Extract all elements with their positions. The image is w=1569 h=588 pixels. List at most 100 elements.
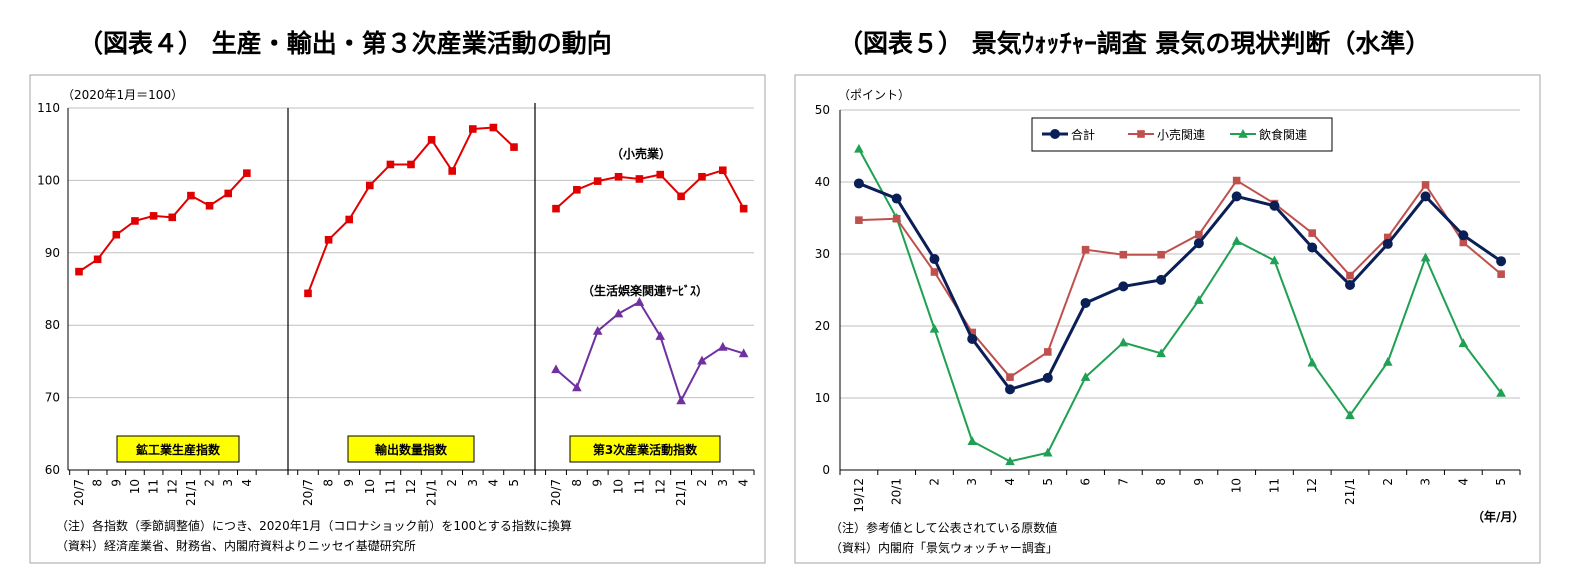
figure-5-y-tick-label: 50 — [815, 103, 830, 117]
figure-5-data-point — [1308, 229, 1317, 237]
figure-4-data-point — [386, 160, 395, 169]
figure-4-data-point — [739, 204, 748, 213]
figure-5-x-tick-label: 5 — [1041, 478, 1055, 486]
figure-5-legend-label: 小売関連 — [1157, 127, 1205, 142]
figure-4-data-point — [676, 395, 686, 405]
figure-5-y-tick-label: 40 — [815, 175, 830, 189]
figure-5-data-point — [1459, 238, 1468, 247]
figure-4-x-ticks: 20/7 8 9 10 11 12 21/1 2 3 4 20/7 8 9 10 11 12 21/1 2 3 4 5 2… — [69, 470, 755, 506]
figure-4-x-tick-label: 4 — [486, 479, 500, 487]
figure-5-x-tick-label: 3 — [965, 478, 979, 486]
figure-5-data-point — [1042, 447, 1053, 457]
figure-5-series — [853, 143, 1507, 466]
figure-4-data-point — [187, 191, 195, 200]
figure-5-data-point — [1080, 372, 1091, 381]
figure-5-data-point — [1006, 373, 1014, 381]
figure-5-data-point — [1307, 242, 1318, 253]
figure-4-x-tick-label: 4 — [240, 479, 254, 487]
figure-5-data-point — [1005, 384, 1015, 395]
figure-4-data-point — [634, 297, 645, 306]
figure-4-x-tick-label: 11 — [147, 479, 161, 494]
figure-4-x-tick-label: 2 — [203, 479, 217, 487]
figure-5-x-unit: （年/月） — [1472, 509, 1524, 524]
figure-5-x-tick-label: 6 — [1079, 478, 1093, 486]
figure-5-legend-marker — [1137, 130, 1145, 138]
figure-4-panel-label-box — [569, 435, 721, 463]
figure-5-frame — [794, 74, 1541, 564]
figure-5-x-tick-label: 2 — [1381, 478, 1395, 486]
figure-5-data-point — [967, 333, 978, 344]
figure-4-panel-3-series-2-line — [555, 300, 744, 404]
figure-4-x-tick-label: 8 — [91, 479, 105, 487]
figure-4-data-point — [427, 136, 436, 144]
figure-4-x-tick-label: 11 — [632, 479, 646, 494]
figure-5-data-point — [1081, 245, 1090, 254]
figure-4-data-point — [489, 123, 498, 132]
figure-4-y-tick-label: 100 — [37, 173, 60, 187]
figure-5-y-tick-label: 10 — [815, 391, 830, 405]
figure-5-data-point — [1382, 238, 1393, 249]
figure-5-data-point — [1156, 348, 1166, 358]
figure-4-x-tick-label: 2 — [445, 479, 459, 487]
figure-5-data-point — [1042, 372, 1053, 383]
figure-4-panel-label: 輸出数量指数 — [375, 442, 448, 457]
figure-4-y-tick-label: 90 — [45, 246, 60, 260]
figure-5-x-tick-label: 10 — [1230, 478, 1244, 493]
figure-4-data-point — [718, 341, 728, 351]
figure-4-data-point — [93, 255, 102, 264]
figure-4-data-point — [719, 166, 727, 175]
figure-4-data-point — [149, 212, 158, 220]
figure-5-series-3-line — [858, 148, 1502, 463]
figure-4-x-tick-label: 4 — [737, 479, 751, 487]
figure-4-data-point — [635, 175, 644, 183]
figure-5-data-point — [929, 254, 940, 265]
figure-4-panel-1-series-1-line — [78, 172, 248, 273]
figure-4-data-point — [552, 204, 560, 213]
figure-4-y-tick-label: 70 — [45, 391, 60, 405]
figure-4-data-point — [112, 230, 121, 239]
figure-5-y-tick-label: 20 — [815, 319, 830, 333]
figure-5-data-point — [1383, 233, 1392, 242]
figure-5-legend-box — [1031, 117, 1333, 152]
figure-5-data-point — [1496, 256, 1507, 267]
figure-4-gridlines — [67, 103, 754, 475]
figure-5-data-point — [929, 323, 940, 333]
figure-5-data-point — [1458, 230, 1469, 241]
figure-4-x-tick-label: 2 — [695, 479, 709, 487]
figure-4-data-point — [698, 172, 706, 181]
figure-5-data-point — [1420, 191, 1431, 202]
figure-4-data-point — [613, 308, 624, 318]
figure-5-data-point — [1005, 456, 1015, 466]
figure-5-data-point — [1345, 410, 1355, 420]
figure-4-x-tick-label: 3 — [716, 479, 730, 487]
figure-4-x-tick-label: 9 — [591, 479, 605, 487]
figure-4-panel-label: 第3次産業活動指数 — [593, 442, 698, 457]
figure-4-data-point — [168, 213, 177, 222]
figure-4-data-point — [243, 169, 251, 177]
figure-5-data-point — [1382, 357, 1393, 366]
figure-4-panel-labels: 鉱工業生産指数 輸出数量指数 （小売業） （生活娯楽関連ｻｰﾋﾞｽ） 第3次産業活動指数 — [116, 146, 721, 463]
figure-4-data-point — [304, 289, 312, 298]
figure-4-data-point — [592, 325, 603, 335]
figure-5-y-ticks: 0 10 20 30 40 50 — [815, 103, 830, 477]
figure-5-series-1-line — [858, 182, 1502, 392]
figure-4-x-tick-label: 8 — [570, 479, 584, 487]
figure-4-data-point — [738, 348, 749, 358]
figure-5-data-point — [1231, 191, 1242, 202]
figure-5-data-point — [1269, 200, 1280, 211]
figure-4-data-point — [448, 167, 456, 175]
figure-4-x-tick-label: 12 — [165, 479, 179, 494]
figure-4-series-label: （小売業） — [611, 146, 671, 161]
figure-4-x-tick-label: 3 — [221, 479, 235, 487]
figure-5-x-tick-label: 5 — [1494, 478, 1508, 486]
figure-5-data-point — [854, 143, 864, 153]
figure-4-x-tick-label: 20/7 — [549, 479, 563, 506]
figure-4-source: （資料）経済産業省、財務省、内閣府資料よりニッセイ基礎研究所 — [56, 538, 416, 553]
figure-5-x-ticks: 19/12 20/1 2 3 4 5 6 7 8 9 10 11 12 21/1 2 3 4 5 — [839, 470, 1521, 513]
figure-4-data-point — [572, 382, 582, 392]
figure-4-x-tick-label: 12 — [404, 479, 418, 494]
figure-4-data-point — [131, 217, 139, 225]
figure-5-data-point — [1458, 338, 1469, 348]
figure-5-unit-label: （ポイント） — [838, 88, 910, 102]
figure-5-data-point — [1497, 270, 1505, 278]
